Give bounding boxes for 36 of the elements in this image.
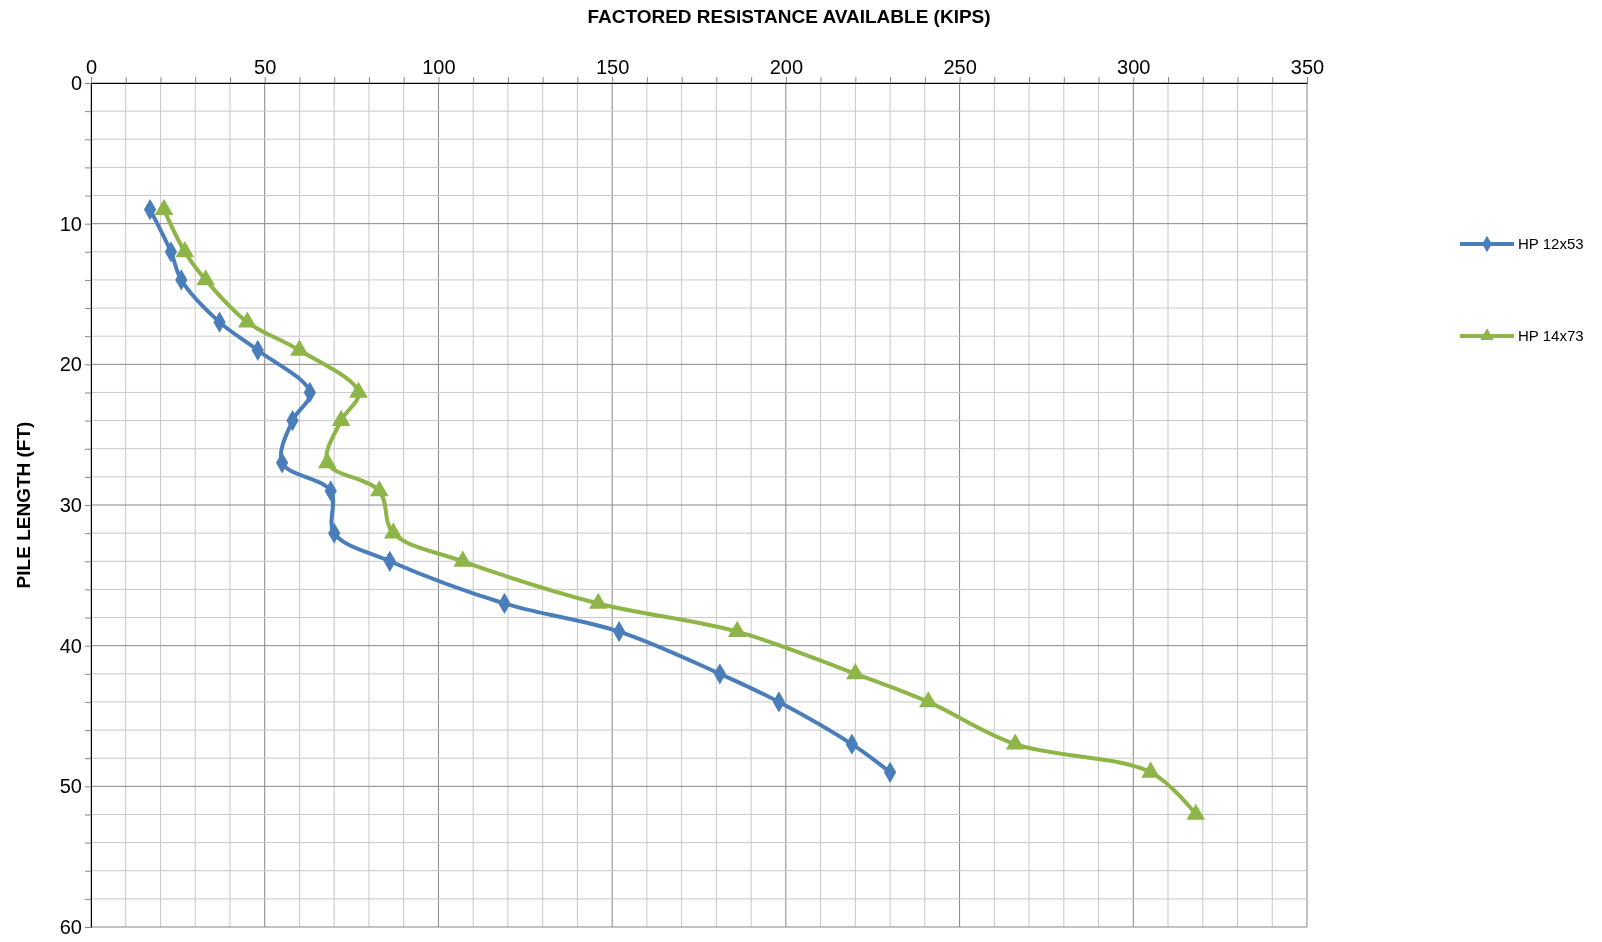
y-tick-label: 40 — [59, 634, 82, 657]
y-axis-title: PILE LENGTH (FT) — [13, 421, 34, 589]
point — [331, 409, 351, 426]
chart-title: FACTORED RESISTANCE AVAILABLE (KIPS) — [587, 6, 991, 27]
x-tick-label: 100 — [422, 56, 456, 78]
x-tick-label: 150 — [595, 56, 630, 78]
point — [1141, 761, 1160, 778]
point — [290, 339, 309, 356]
point — [370, 480, 389, 497]
point — [175, 241, 195, 258]
y-tick-label: 20 — [59, 353, 82, 376]
x-tick-label: 50 — [254, 56, 277, 78]
point — [196, 269, 215, 286]
point — [238, 311, 257, 328]
point — [317, 452, 337, 469]
point — [383, 522, 403, 539]
y-tick-label: 30 — [59, 493, 82, 516]
point — [919, 691, 938, 708]
legend-label: HP 12x53 — [1518, 235, 1584, 252]
x-tick-label: 0 — [85, 56, 98, 78]
point — [453, 550, 473, 567]
point — [1005, 733, 1025, 750]
y-tick-label: 60 — [59, 915, 82, 938]
x-tick-label: 250 — [943, 56, 977, 78]
x-tick-label: 350 — [1290, 56, 1325, 78]
point — [846, 663, 865, 680]
x-tick-label: 300 — [1117, 56, 1151, 78]
point — [349, 381, 368, 398]
y-tick-label: 50 — [59, 775, 82, 798]
point — [1186, 803, 1206, 820]
y-tick-label: 0 — [70, 71, 82, 94]
point — [588, 592, 608, 609]
point — [727, 620, 747, 637]
x-tick-label: 200 — [769, 56, 804, 78]
y-tick-label: 10 — [59, 212, 82, 235]
legend-label: HP 14x73 — [1518, 327, 1584, 344]
